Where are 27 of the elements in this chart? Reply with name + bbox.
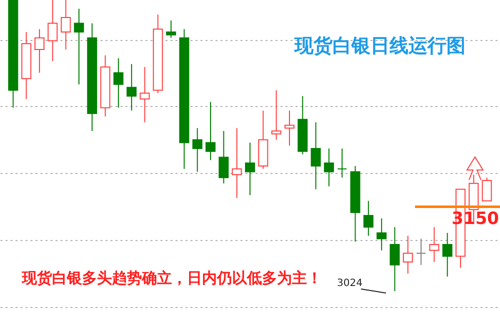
candlestick — [324, 148, 334, 187]
candlestick — [232, 128, 242, 198]
candlestick — [337, 148, 348, 178]
candlestick — [310, 122, 321, 190]
candlestick — [34, 28, 44, 74]
candlestick — [390, 226, 400, 292]
candlestick — [245, 142, 255, 196]
candlestick — [363, 200, 374, 236]
candlestick — [376, 218, 387, 251]
candlestick — [429, 226, 440, 263]
candlestick — [166, 20, 176, 38]
annotation: 现货白银多头趋势确立，日内仍以低多为主！ — [21, 269, 322, 287]
candlestick — [126, 64, 137, 112]
annotation: 3024 — [337, 278, 362, 289]
text: 现货白银日线运行图 — [294, 35, 466, 57]
candlestick — [271, 90, 282, 140]
candlestick — [140, 66, 150, 123]
candlestick — [416, 238, 426, 266]
candlestick — [284, 110, 294, 146]
candlestick — [442, 232, 452, 278]
candlestick — [113, 58, 124, 108]
candlestick — [206, 101, 216, 161]
candlestick — [218, 130, 229, 184]
candlestick — [402, 235, 413, 274]
candlestick — [482, 177, 492, 202]
candlestick — [192, 128, 202, 172]
candlestick — [74, 8, 84, 85]
